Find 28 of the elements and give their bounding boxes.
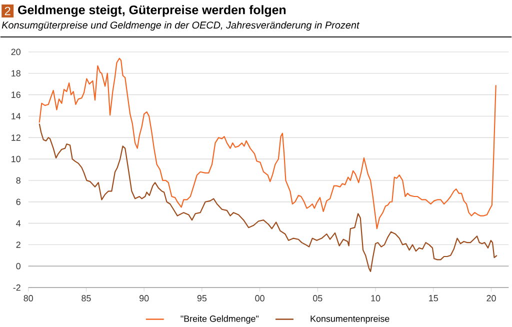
x-tick-label: 85 bbox=[82, 294, 91, 302]
y-tick-label: 14 bbox=[12, 112, 21, 120]
y-tick-label: 2 bbox=[16, 241, 20, 248]
x-tick-label: 10 bbox=[371, 294, 380, 302]
legend-label: Konsumentenpreise bbox=[310, 315, 390, 324]
y-tick-label: 16 bbox=[12, 91, 20, 98]
legend-label: "Breite Geldmenge" bbox=[180, 315, 259, 324]
x-tick-label: 00 bbox=[255, 294, 264, 302]
x-tick-label: 05 bbox=[313, 294, 322, 302]
y-tick-label: 4 bbox=[16, 220, 21, 226]
x-tick-label: 90 bbox=[140, 294, 149, 302]
y-tick-label: 18 bbox=[12, 70, 20, 76]
y-tick-label: -2 bbox=[13, 284, 20, 290]
y-tick-label: 8 bbox=[16, 177, 20, 184]
chart-title: Geldmenge steigt, Güterpreise werden folgen bbox=[18, 4, 286, 17]
y-tick-label: 6 bbox=[16, 198, 20, 205]
line-series bbox=[38, 122, 498, 272]
x-tick-label: 80 bbox=[24, 294, 33, 302]
line-series bbox=[38, 58, 496, 229]
y-tick-label: 12 bbox=[12, 134, 20, 140]
x-tick-label: 15 bbox=[429, 294, 438, 302]
x-tick-label: 95 bbox=[197, 294, 207, 302]
y-tick-label: 20 bbox=[11, 48, 21, 55]
y-tick-label: 10 bbox=[12, 156, 21, 162]
y-tick-label: 0 bbox=[16, 262, 21, 270]
x-tick-label: 20 bbox=[486, 294, 496, 302]
chart-subtitle: Konsumgüterpreise und Geldmenge in der OECD, Jahresveränderung in Prozent bbox=[2, 21, 360, 30]
text: 2 bbox=[4, 6, 10, 15]
